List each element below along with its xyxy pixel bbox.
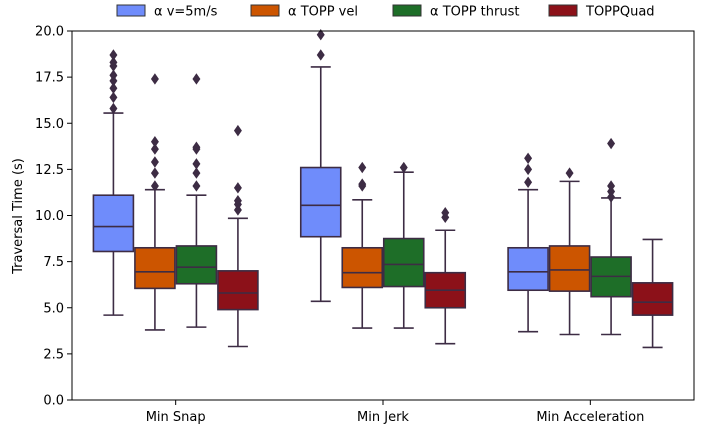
box (92, 194, 135, 253)
legend-label: α v=5m/s (154, 5, 218, 20)
outlier-point (192, 73, 201, 85)
outlier-point (524, 152, 533, 165)
outlier-point (441, 207, 450, 219)
outlier-point (109, 82, 118, 94)
outlier-point (192, 180, 201, 192)
box (548, 245, 591, 292)
outlier-point (524, 163, 533, 176)
outlier-point (150, 167, 159, 179)
box-group (424, 207, 467, 345)
outlier-point (316, 28, 325, 41)
box-group (217, 124, 259, 348)
outlier-point (607, 137, 616, 150)
legend-item: α TOPP vel (250, 4, 358, 20)
legend-label: TOPPQuad (585, 5, 655, 20)
box-group (134, 73, 176, 331)
outlier-point (399, 161, 408, 174)
box (134, 246, 176, 290)
outlier-point (565, 167, 574, 179)
y-tick-label: 12.5 (35, 163, 64, 178)
outlier-point (109, 69, 118, 81)
x-tick-label: Min Jerk (357, 410, 409, 425)
y-tick-label: 5.0 (43, 301, 64, 316)
box (299, 166, 342, 238)
box-group (548, 167, 591, 336)
box (341, 246, 384, 289)
y-axis-label: Traversal Time (s) (11, 158, 26, 275)
y-tick-label: 17.5 (35, 71, 64, 86)
outlier-point (150, 143, 159, 155)
box-group (590, 137, 632, 336)
outlier-point (150, 156, 159, 168)
y-axis: Traversal Time (s) 0.0 2.5 5.0 7.5 10.0 12.5 1… (11, 25, 72, 409)
legend-item: α TOPP thrust (392, 4, 519, 20)
legend-swatch (548, 4, 578, 17)
box (217, 270, 259, 311)
plot-area (71, 28, 695, 401)
box (382, 237, 425, 288)
outlier-point (524, 176, 533, 188)
legend-label: α TOPP vel (288, 5, 358, 20)
outlier-point (150, 73, 159, 85)
outlier-point (192, 141, 201, 153)
y-tick-label: 15.0 (35, 117, 64, 132)
outlier-point (233, 124, 242, 137)
x-tick-label: Min Acceleration (536, 410, 644, 425)
legend-label: α TOPP thrust (430, 5, 519, 20)
x-tick-label: Min Snap (146, 410, 206, 425)
outlier-point (109, 56, 118, 69)
y-tick-label: 2.5 (43, 347, 64, 362)
outlier-point (150, 136, 159, 148)
box (507, 246, 549, 292)
box-group (341, 161, 384, 329)
legend-swatch (116, 4, 146, 17)
legend-item: TOPPQuad (548, 4, 655, 20)
outlier-point (233, 182, 242, 194)
box-group (175, 73, 218, 328)
x-axis: Min Snap Min Jerk Min Acceleration (146, 400, 644, 425)
outlier-point (192, 158, 201, 170)
outlier-point (109, 49, 118, 61)
legend-swatch (250, 4, 280, 17)
legend-item: α v=5m/s (116, 4, 218, 20)
outlier-point (150, 180, 159, 192)
box-group (382, 161, 425, 329)
y-tick-label: 7.5 (43, 255, 64, 270)
box-group (507, 152, 549, 333)
box-group (631, 238, 674, 349)
box-group (299, 28, 342, 303)
outlier-point (233, 195, 242, 207)
outlier-point (109, 91, 118, 104)
y-tick-label: 20.0 (35, 25, 64, 40)
outlier-point (192, 167, 201, 179)
y-tick-label: 10.0 (35, 209, 64, 224)
box (175, 245, 218, 285)
outlier-point (316, 49, 325, 61)
y-tick-label: 0.0 (43, 394, 64, 409)
outlier-point (607, 180, 616, 192)
box (631, 282, 674, 316)
legend-swatch (392, 4, 422, 17)
outlier-point (109, 102, 118, 115)
plot-frame (71, 30, 695, 401)
legend: α v=5m/s α TOPP vel α TOPP thrust TOPPQuad (116, 4, 655, 20)
outlier-point (358, 178, 367, 190)
outlier-point (358, 161, 367, 174)
box-group (92, 49, 135, 316)
